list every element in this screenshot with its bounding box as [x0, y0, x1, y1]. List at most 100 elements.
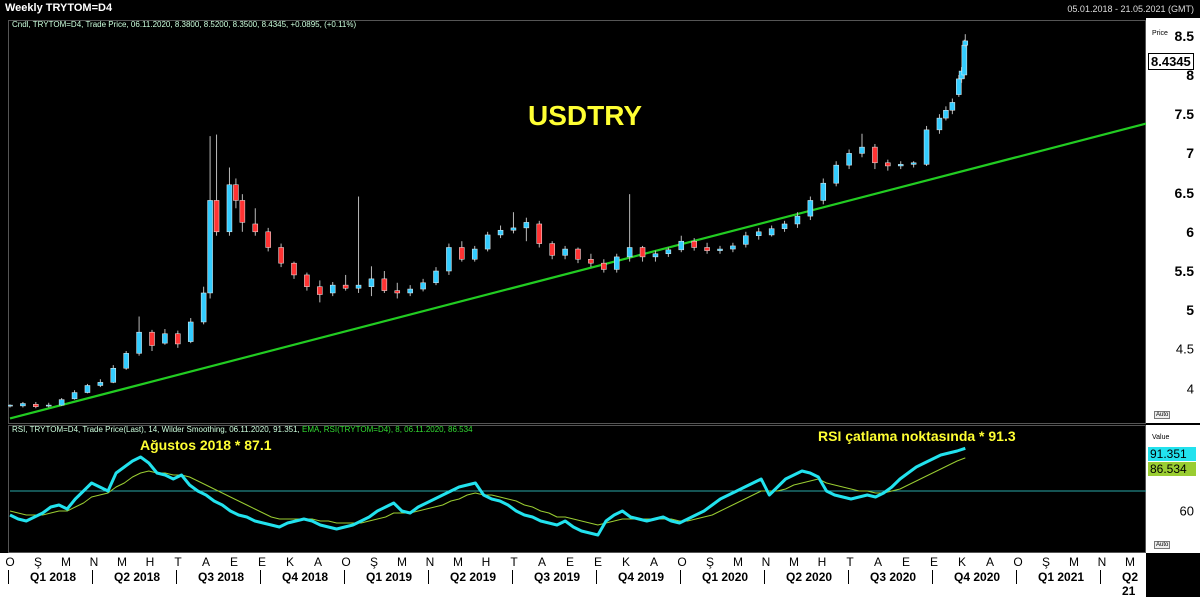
price-tick-label: 6 [1186, 223, 1194, 240]
candle [949, 102, 956, 111]
candle [794, 215, 801, 225]
candle [910, 162, 917, 165]
month-tick-label: Ş [705, 555, 715, 569]
candle [175, 333, 181, 345]
candle [846, 153, 852, 166]
quarter-label: Q1 2021 [1038, 570, 1085, 584]
month-tick-label: O [341, 555, 351, 569]
month-tick-label: N [425, 555, 435, 569]
ema-last-value: 86.534 [1148, 462, 1196, 476]
candle [601, 262, 607, 270]
rsi-panel[interactable] [8, 425, 1146, 553]
candle [317, 286, 323, 295]
candle [652, 253, 659, 258]
candle [207, 200, 213, 294]
candle [626, 247, 633, 258]
quarter-separator [176, 570, 177, 584]
quarter-separator [596, 570, 597, 584]
candle [459, 247, 465, 260]
candle [613, 256, 620, 270]
month-tick-label: T [510, 555, 518, 569]
candle [226, 184, 233, 233]
quarter-label: Q2 21 [1122, 570, 1139, 597]
quarter-label: Q2 2019 [450, 570, 497, 584]
month-tick-label: A [985, 555, 995, 569]
month-tick-label: H [145, 555, 155, 569]
candle [446, 247, 452, 272]
quarter-separator [764, 570, 765, 584]
month-tick-label: E [229, 555, 239, 569]
month-tick-label: M [117, 555, 127, 569]
candle [962, 40, 969, 46]
month-tick-label: A [313, 555, 323, 569]
candle [433, 270, 439, 284]
candle [704, 247, 710, 251]
month-tick-label: A [537, 555, 547, 569]
price-tick-label: 6.5 [1174, 184, 1194, 201]
price-axis[interactable]: Price 4 4.5 5 5.5 6 6.5 7 7.5 8 8.5 8.4345 Auto [1146, 18, 1200, 423]
annotation-august-2018: Ağustos 2018 * 87.1 [140, 437, 272, 453]
month-tick-label: E [565, 555, 575, 569]
candle [497, 229, 504, 236]
quarter-label: Q1 2019 [366, 570, 413, 584]
candle [897, 164, 904, 167]
month-tick-label: M [789, 555, 799, 569]
month-tick-label: O [677, 555, 687, 569]
candle [639, 247, 646, 258]
candle [717, 248, 723, 251]
rsi-legend: RSI, TRYTOM=D4, Trade Price(Last), 14, W… [12, 425, 473, 434]
candle [956, 78, 962, 95]
candle [588, 258, 594, 264]
month-tick-label: T [846, 555, 854, 569]
candle [71, 392, 78, 400]
month-tick-label: H [817, 555, 827, 569]
candle [97, 382, 104, 386]
rsi-axis[interactable]: Value 6080 91.351 86.534 Auto [1146, 425, 1200, 553]
month-tick-label: E [929, 555, 939, 569]
rsi-auto-button[interactable]: Auto [1154, 541, 1171, 549]
candle [162, 333, 168, 344]
candle [575, 248, 581, 260]
date-range: 05.01.2018 - 21.05.2021 (GMT) [1067, 4, 1194, 14]
candle [265, 231, 271, 248]
quarter-label: Q1 2020 [702, 570, 749, 584]
month-tick-label: M [733, 555, 743, 569]
candle [936, 117, 943, 131]
month-tick-label: M [453, 555, 463, 569]
month-tick-label: N [1097, 555, 1107, 569]
candle [233, 184, 239, 201]
candle [355, 284, 362, 289]
price-auto-button[interactable]: Auto [1154, 411, 1171, 419]
quarter-label: Q4 2020 [954, 570, 1001, 584]
quarter-separator [1016, 570, 1017, 584]
price-tick-label: 5.5 [1174, 263, 1194, 279]
candle [329, 284, 336, 294]
candle [342, 284, 349, 289]
candle [961, 44, 968, 76]
quarter-label: Q4 2019 [618, 570, 665, 584]
candle [381, 278, 388, 291]
annotation-rsi-break: RSI çatlama noktasında * 91.3 [818, 428, 1016, 444]
candle [84, 385, 91, 393]
quarter-separator [848, 570, 849, 584]
quarter-label: Q2 2018 [114, 570, 161, 584]
month-tick-label: M [1069, 555, 1079, 569]
quarter-separator [92, 570, 93, 584]
month-tick-label: Ş [369, 555, 379, 569]
candle [136, 331, 142, 354]
quarter-label: Q1 2018 [30, 570, 77, 584]
last-price-value: 8.4345 [1148, 53, 1194, 70]
candle [58, 399, 65, 406]
quarter-separator [260, 570, 261, 584]
candle [420, 282, 426, 290]
candle [33, 404, 39, 407]
candle [665, 249, 672, 255]
candle [484, 234, 491, 250]
candle [923, 129, 930, 165]
candle [45, 404, 52, 407]
month-tick-label: K [621, 555, 631, 569]
candle [549, 243, 555, 256]
candle [691, 240, 697, 248]
candle [678, 240, 685, 251]
